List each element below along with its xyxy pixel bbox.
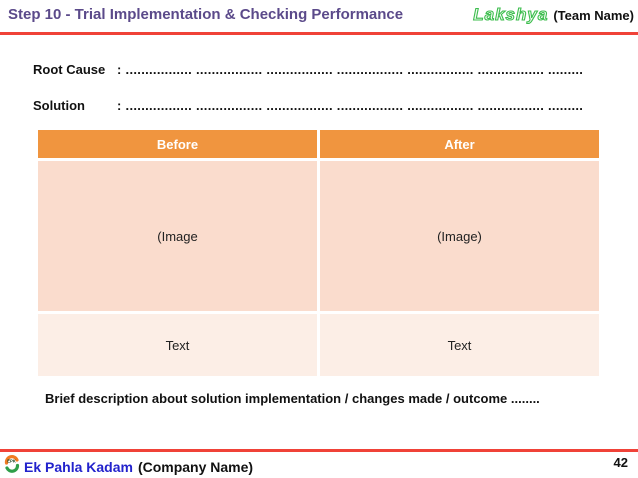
root-cause-value: : ................. ................. ..… [117,62,584,77]
company-name-label: (Company Name) [137,458,254,475]
company-logo-icon: EPK [4,454,20,478]
root-cause-field: Root Cause : ................. .........… [33,62,583,77]
table-cell-before-image: (Image [38,161,317,311]
header-divider-line [0,32,638,35]
page-number: 42 [613,455,628,470]
team-name-label: (Team Name) [553,8,634,23]
table-cell-after-image: (Image) [320,161,599,311]
footer: EPK Ek Pahla Kadam (Company Name) [4,454,253,478]
solution-label: Solution [33,98,85,113]
page-title: Step 10 - Trial Implementation & Checkin… [8,6,404,23]
table-header-before: Before [38,130,317,158]
table-cell-before-text: Text [38,314,317,376]
root-cause-label: Root Cause [33,62,106,77]
table-cell-after-text: Text [320,314,599,376]
team-name-block: Lakshya (Team Name) [473,4,634,25]
table-header-after: After [320,130,599,158]
company-logo-text: Ek Pahla Kadam [24,458,133,475]
team-logo-text: Lakshya [473,4,549,24]
solution-value: : ................. ................. ..… [117,98,584,113]
brief-description: Brief description about solution impleme… [45,391,540,406]
svg-text:EPK: EPK [7,459,16,464]
footer-divider-line [0,449,638,452]
before-after-table: Before After (Image (Image) Text Text [38,130,599,376]
solution-field: Solution : ................. ...........… [33,98,583,113]
